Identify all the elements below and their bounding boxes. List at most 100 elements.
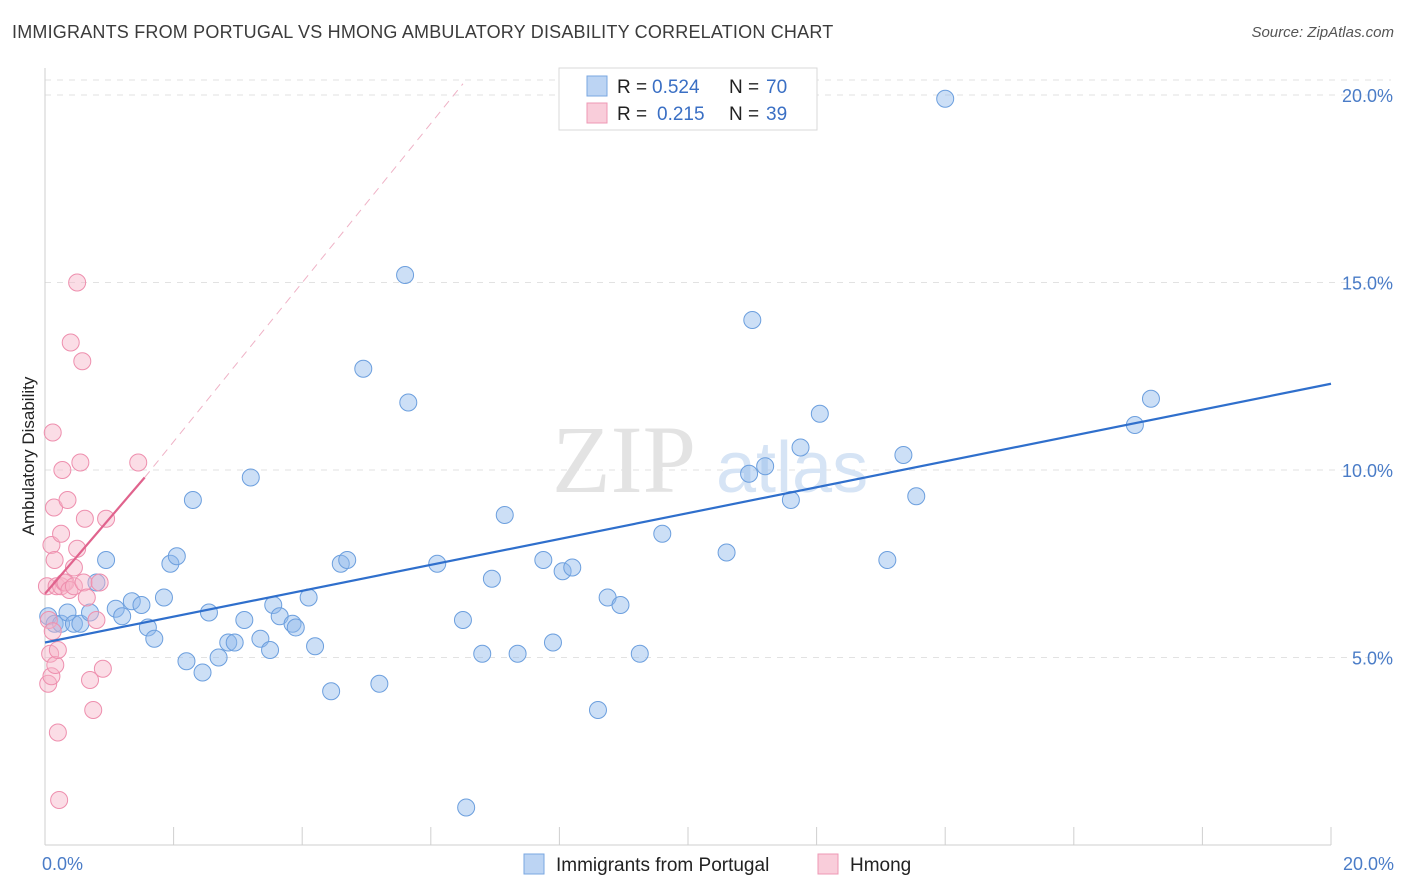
portugal-point-57	[653, 524, 672, 543]
hmong-point-28	[73, 352, 92, 371]
hmong-point-20	[58, 491, 77, 509]
portugal-point-32	[286, 618, 305, 637]
source-note: Source: ZipAtlas.com	[1251, 24, 1394, 41]
hmong-point-6	[43, 423, 62, 442]
hmong-point-30	[75, 509, 94, 528]
bottom-legend: Immigrants from Portugal Hmong	[523, 853, 911, 876]
hmong-point-12	[48, 641, 67, 659]
hmong-point-27	[71, 453, 90, 472]
portugal-point-47	[495, 506, 514, 524]
y-tick-label-10: 10.0%	[1342, 461, 1393, 481]
hmong-point-24	[64, 577, 83, 596]
hmong-point-29	[74, 573, 93, 592]
portugal-point-28	[261, 641, 280, 659]
x-tick-labels: 0.0% 20.0%	[42, 854, 1394, 874]
portugal-point-51	[553, 562, 572, 581]
x-tick-label-min: 0.0%	[42, 854, 83, 874]
portugal-point-40	[396, 266, 415, 284]
legend-r-value-hmong: 0.215	[657, 104, 705, 125]
hmong-point-10	[46, 656, 65, 674]
portugal-point-20	[193, 663, 212, 682]
portugal-point-9	[106, 599, 125, 618]
portugal-point-15	[154, 588, 173, 607]
hmong-point-33	[84, 701, 103, 719]
portugal-point-39	[370, 674, 389, 693]
portugal-point-19	[183, 491, 202, 509]
trend-extension-1	[144, 83, 464, 478]
hmong-point-4	[42, 667, 61, 686]
hmong-point-35	[90, 573, 109, 592]
portugal-point-52	[563, 558, 582, 577]
portugal-point-22	[209, 648, 228, 667]
portugal-point-16	[161, 554, 180, 573]
hmong-point-8	[45, 498, 64, 517]
y-axis-title: Ambulatory Disability	[19, 376, 38, 535]
y-tick-label-5: 5.0%	[1352, 649, 1393, 669]
hmong-point-7	[43, 622, 62, 641]
hmong-point-2	[39, 611, 58, 629]
y-tick-label-15: 15.0%	[1342, 274, 1393, 294]
hmong-point-37	[97, 509, 116, 528]
portugal-point-48	[508, 644, 527, 663]
bottom-legend-label-portugal: Immigrants from Portugal	[556, 855, 769, 876]
hmong-point-26	[68, 273, 87, 292]
portugal-point-11	[122, 592, 141, 611]
x-ticks	[44, 827, 1332, 845]
x-tick-label-max: 20.0%	[1343, 854, 1394, 874]
portugal-point-41	[399, 393, 418, 412]
legend-swatch-hmong	[586, 102, 608, 124]
portugal-point-18	[177, 652, 196, 671]
trend-lines	[44, 83, 1332, 644]
bottom-legend-swatch-portugal	[523, 853, 545, 875]
legend-r-label-portugal: R =	[617, 77, 647, 98]
portugal-point-63	[791, 438, 810, 457]
portugal-point-60	[743, 311, 762, 329]
hmong-point-22	[61, 333, 80, 352]
portugal-point-43	[453, 611, 472, 629]
portugal-point-61	[756, 457, 775, 476]
portugal-point-64	[810, 404, 829, 423]
portugal-point-38	[354, 359, 373, 378]
portugal-point-4	[64, 614, 83, 633]
portugal-point-70	[1141, 389, 1160, 408]
portugal-point-17	[167, 547, 186, 566]
portugal-point-24	[225, 633, 244, 652]
hmong-point-14	[50, 791, 69, 809]
portugal-point-46	[482, 569, 501, 588]
hmong-point-36	[93, 659, 112, 678]
hmong-point-38	[129, 453, 148, 472]
data-points	[37, 89, 1160, 817]
portugal-point-65	[878, 551, 897, 569]
portugal-point-14	[145, 629, 164, 648]
portugal-point-8	[97, 551, 116, 569]
portugal-point-12	[132, 596, 151, 614]
legend-n-label-hmong: N =	[729, 104, 759, 125]
portugal-point-6	[81, 603, 100, 622]
portugal-point-49	[534, 551, 553, 569]
legend-r-value-portugal: 0.524	[652, 77, 700, 98]
legend-n-value-hmong: 39	[766, 104, 787, 125]
portugal-point-34	[306, 637, 325, 656]
hmong-point-9	[45, 551, 64, 569]
hmong-point-34	[87, 611, 106, 629]
bottom-legend-label-hmong: Hmong	[850, 855, 911, 876]
portugal-point-37	[338, 551, 357, 569]
hmong-point-31	[77, 588, 96, 607]
portugal-point-10	[113, 607, 132, 626]
portugal-point-44	[457, 798, 476, 817]
portugal-point-3	[58, 603, 77, 622]
hmong-point-13	[48, 723, 67, 742]
portugal-point-23	[219, 633, 238, 652]
bottom-legend-swatch-hmong	[817, 853, 839, 875]
portugal-point-53	[588, 701, 607, 719]
portugal-point-58	[717, 543, 736, 562]
y-tick-labels: 5.0% 10.0% 15.0% 20.0%	[1342, 86, 1393, 669]
watermark-atlas: atlas	[716, 428, 868, 508]
watermark: ZIP atlas	[552, 406, 868, 513]
grid-lines	[45, 79, 1391, 658]
legend-n-label-portugal: N =	[729, 77, 759, 98]
portugal-point-35	[322, 682, 341, 701]
hmong-point-0	[37, 577, 56, 596]
portugal-point-25	[235, 611, 254, 629]
